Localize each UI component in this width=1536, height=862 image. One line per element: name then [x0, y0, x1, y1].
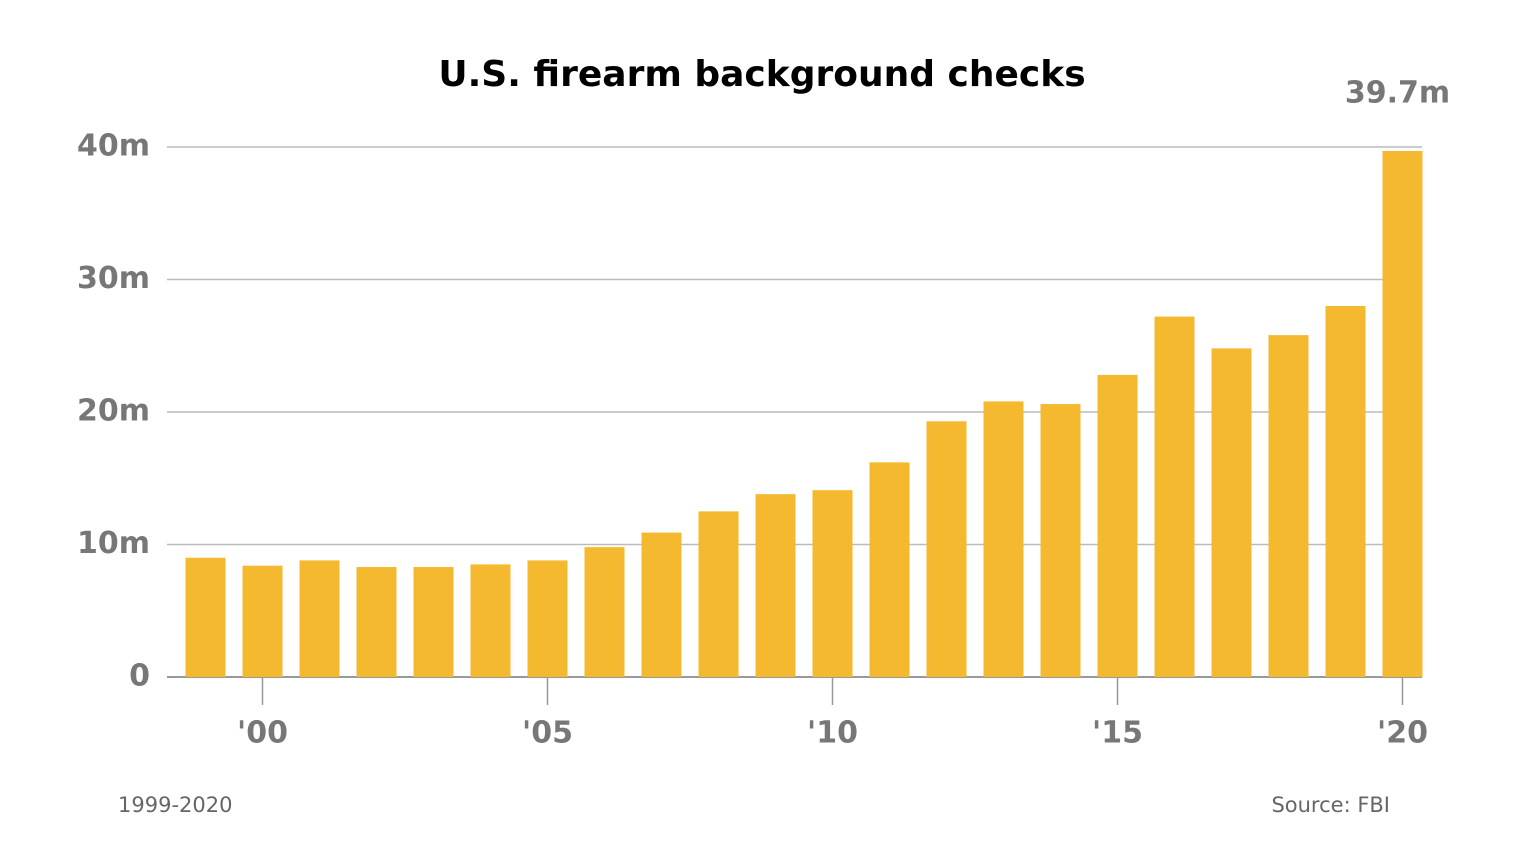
x-tick-label: '20	[1377, 716, 1428, 751]
y-tick-label: 0	[129, 659, 150, 694]
bar	[983, 401, 1024, 677]
bar	[812, 490, 853, 677]
y-tick-label: 20m	[77, 394, 150, 429]
chart-title: U.S. firearm background checks	[438, 54, 1085, 95]
y-tick-label: 40m	[77, 129, 150, 164]
x-tick-label: '00	[237, 716, 288, 751]
bar	[413, 567, 454, 677]
y-tick-label: 10m	[77, 526, 150, 561]
bar	[641, 532, 682, 677]
bar	[185, 557, 226, 677]
bar	[698, 511, 739, 677]
x-tick-label: '05	[522, 716, 573, 751]
bar	[356, 567, 397, 677]
subtitle: 1999-2020	[118, 793, 232, 817]
y-tick-label: 30m	[77, 261, 150, 296]
bar	[869, 462, 910, 677]
bar	[527, 560, 568, 677]
bar	[470, 564, 511, 677]
bar	[1097, 374, 1138, 677]
bar	[1382, 150, 1423, 678]
bar	[1154, 316, 1195, 677]
bar	[1325, 306, 1366, 677]
x-tick-label: '15	[1092, 716, 1143, 751]
bar	[755, 494, 796, 677]
bar	[584, 547, 625, 677]
bar	[1268, 335, 1309, 677]
value-label: 39.7m	[1345, 75, 1450, 110]
bar	[1040, 404, 1081, 677]
bar	[926, 421, 967, 677]
bar	[242, 565, 283, 677]
bar	[1211, 348, 1252, 677]
source: Source: FBI	[1271, 793, 1390, 817]
bar	[299, 560, 340, 677]
x-tick-label: '10	[807, 716, 858, 751]
